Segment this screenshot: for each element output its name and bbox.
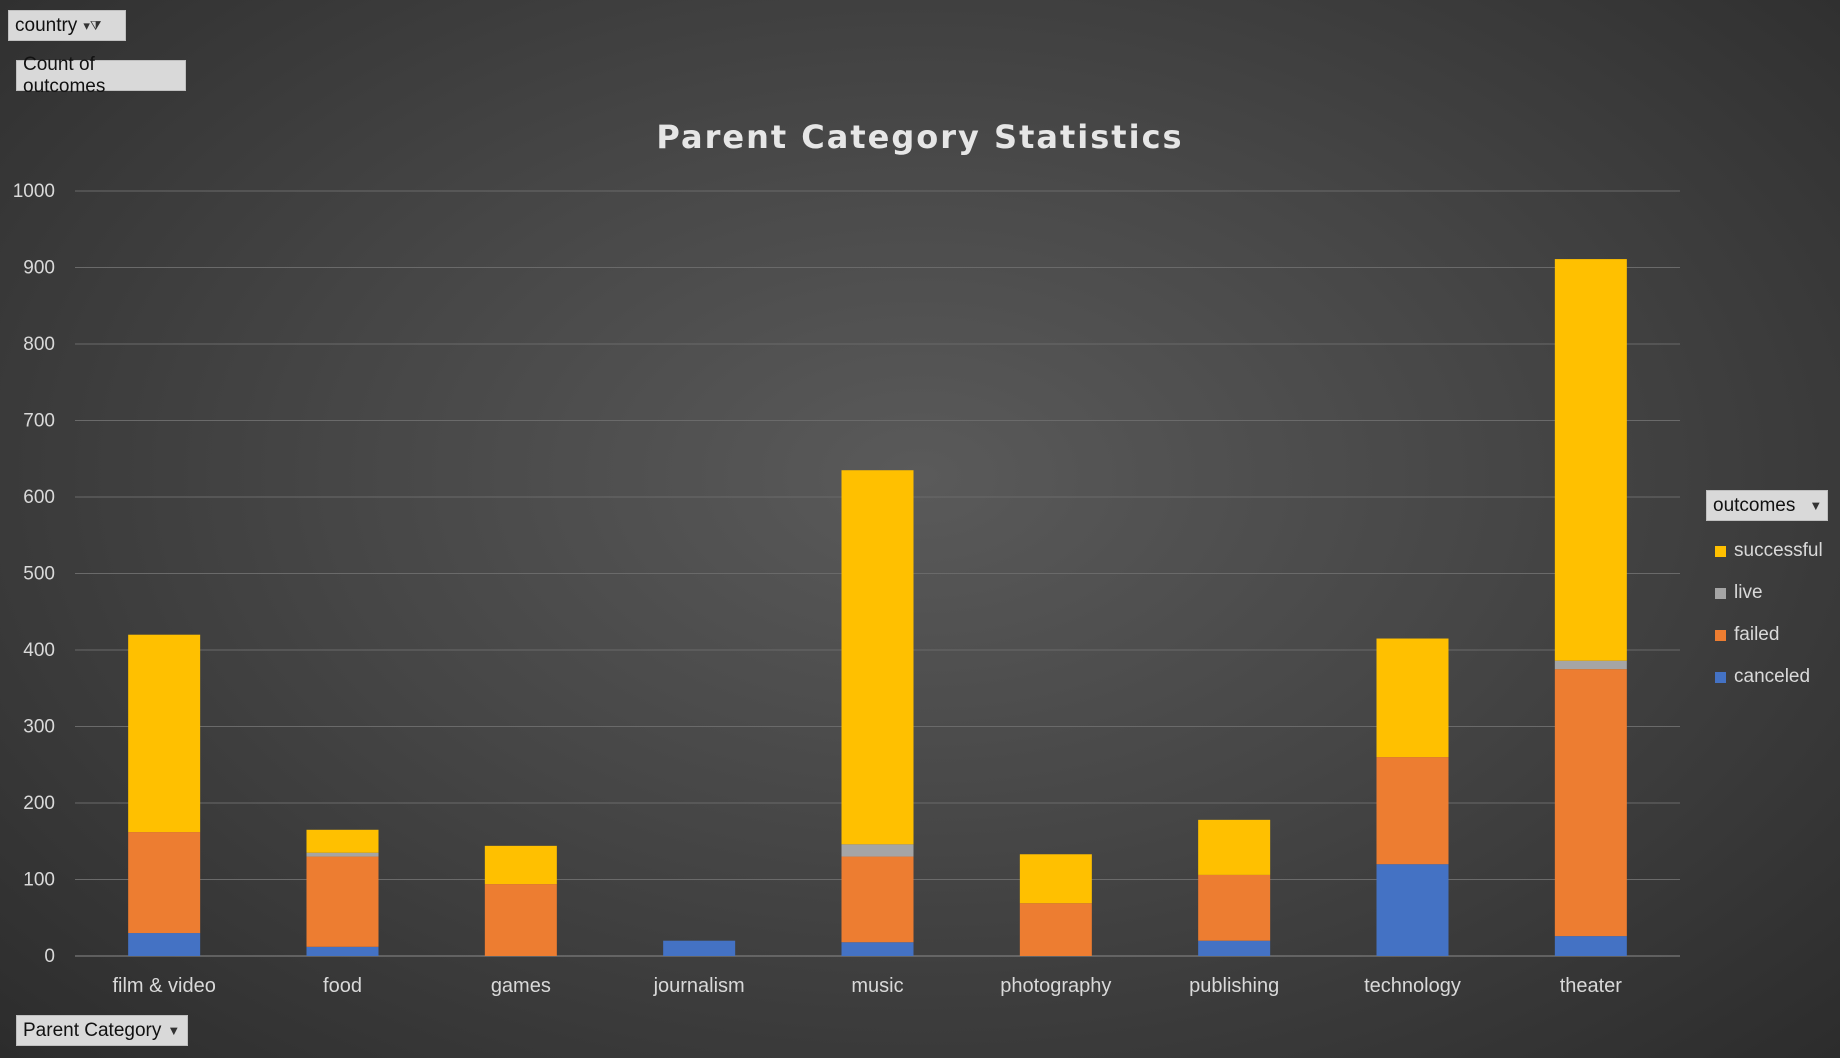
bar-successful[interactable] bbox=[841, 470, 914, 845]
bar-failed[interactable] bbox=[1376, 757, 1449, 865]
y-tick-label: 0 bbox=[44, 946, 55, 967]
legend-label: failed bbox=[1734, 624, 1780, 645]
country-filter-button[interactable]: country ▾⧩ bbox=[8, 10, 126, 41]
legend-swatch bbox=[1715, 629, 1726, 641]
bar-successful[interactable] bbox=[306, 829, 379, 853]
y-tick-label: 800 bbox=[23, 334, 55, 355]
bar-successful[interactable] bbox=[484, 845, 557, 885]
chart-title: Parent Category Statistics bbox=[656, 118, 1183, 156]
bar-live[interactable] bbox=[841, 844, 914, 857]
y-tick-label: 500 bbox=[23, 564, 55, 585]
bar-canceled[interactable] bbox=[1198, 940, 1271, 956]
bar-successful[interactable] bbox=[1198, 819, 1271, 875]
y-tick-label: 1000 bbox=[13, 181, 55, 202]
bar-canceled[interactable] bbox=[1554, 936, 1627, 956]
legend: successful live failed canceled bbox=[1715, 530, 1823, 698]
axis-field-label: Parent Category bbox=[23, 1019, 162, 1041]
y-tick-label: 700 bbox=[23, 411, 55, 432]
value-field-button[interactable]: Count of outcomes bbox=[16, 54, 186, 97]
x-tick-label: games bbox=[491, 975, 551, 997]
x-tick-label: publishing bbox=[1189, 975, 1279, 997]
bar-live[interactable] bbox=[306, 852, 379, 857]
bar-failed[interactable] bbox=[484, 884, 557, 956]
x-tick-label: journalism bbox=[653, 975, 745, 997]
legend-label: successful bbox=[1734, 540, 1823, 561]
x-axis-ticks: film & video food games journalism music phot… bbox=[112, 975, 1622, 997]
bar-canceled[interactable] bbox=[306, 946, 379, 956]
funnel-icon: ▾⧩ bbox=[83, 17, 102, 33]
axis-field-button[interactable]: Parent Category ▼ bbox=[16, 1015, 188, 1046]
legend-item-successful[interactable]: successful bbox=[1715, 530, 1823, 572]
bar-canceled[interactable] bbox=[1376, 864, 1449, 956]
bar-live[interactable] bbox=[1554, 660, 1627, 670]
x-tick-label: food bbox=[323, 975, 362, 997]
y-tick-label: 600 bbox=[23, 487, 55, 508]
legend-item-canceled[interactable]: canceled bbox=[1715, 656, 1823, 698]
bar-failed[interactable] bbox=[841, 856, 914, 943]
value-field-label: Count of outcomes bbox=[23, 53, 106, 97]
chevron-down-icon: ▼ bbox=[1809, 498, 1823, 513]
legend-item-failed[interactable]: failed bbox=[1715, 614, 1823, 656]
x-tick-label: music bbox=[851, 975, 903, 997]
bar-successful[interactable] bbox=[128, 634, 201, 833]
bar-failed[interactable] bbox=[128, 832, 201, 934]
bar-failed[interactable] bbox=[1019, 903, 1092, 956]
x-tick-label: technology bbox=[1364, 975, 1461, 997]
legend-swatch bbox=[1715, 671, 1726, 683]
legend-field-label: outcomes bbox=[1713, 494, 1796, 516]
x-tick-label: photography bbox=[1000, 975, 1111, 997]
legend-label: canceled bbox=[1734, 666, 1811, 687]
bars bbox=[128, 259, 1627, 956]
legend-swatch bbox=[1715, 587, 1726, 599]
bar-canceled[interactable] bbox=[841, 942, 914, 956]
x-tick-label: film & video bbox=[112, 975, 215, 997]
bar-successful[interactable] bbox=[1554, 259, 1627, 661]
y-tick-label: 400 bbox=[23, 640, 55, 661]
bar-successful[interactable] bbox=[1376, 638, 1449, 758]
bar-failed[interactable] bbox=[1198, 874, 1271, 941]
y-tick-label: 900 bbox=[23, 258, 55, 279]
bar-failed[interactable] bbox=[1554, 669, 1627, 937]
legend-label: live bbox=[1734, 582, 1763, 603]
x-tick-label: theater bbox=[1560, 975, 1623, 997]
bar-canceled[interactable] bbox=[128, 933, 201, 956]
y-tick-label: 300 bbox=[23, 717, 55, 738]
legend-swatch bbox=[1715, 545, 1726, 557]
chevron-down-icon: ▼ bbox=[167, 1023, 181, 1038]
y-tick-label: 100 bbox=[23, 870, 55, 891]
bar-canceled[interactable] bbox=[663, 940, 736, 956]
country-filter-label: country bbox=[15, 14, 78, 36]
legend-field-button[interactable]: outcomes ▼ bbox=[1706, 490, 1828, 521]
y-axis-ticks: 0 100 200 300 400 500 600 700 800 900 1000 bbox=[13, 181, 55, 967]
bar-successful[interactable] bbox=[1019, 854, 1092, 904]
legend-item-live[interactable]: live bbox=[1715, 572, 1823, 614]
y-tick-label: 200 bbox=[23, 793, 55, 814]
bar-failed[interactable] bbox=[306, 856, 379, 947]
